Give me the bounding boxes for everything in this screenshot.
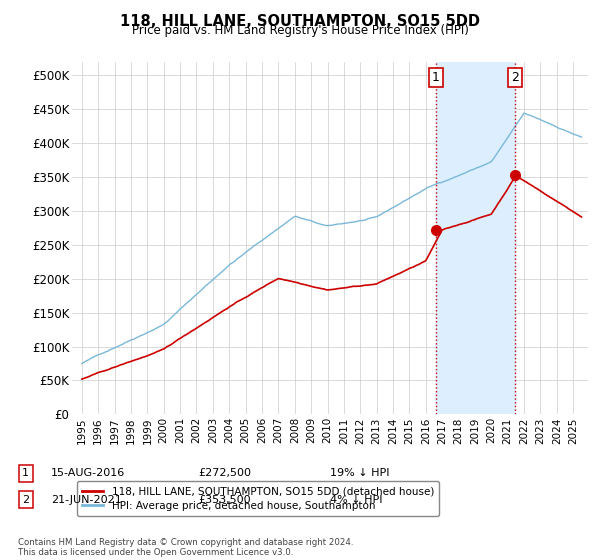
Text: 1: 1	[22, 468, 29, 478]
Text: Contains HM Land Registry data © Crown copyright and database right 2024.
This d: Contains HM Land Registry data © Crown c…	[18, 538, 353, 557]
Bar	[436, 62, 515, 414]
Text: £353,500: £353,500	[198, 494, 251, 505]
Text: £272,500: £272,500	[198, 468, 251, 478]
Text: 15-AUG-2016: 15-AUG-2016	[51, 468, 125, 478]
Text: 4% ↓ HPI: 4% ↓ HPI	[330, 494, 383, 505]
Text: 2: 2	[511, 71, 520, 83]
Text: 118, HILL LANE, SOUTHAMPTON, SO15 5DD: 118, HILL LANE, SOUTHAMPTON, SO15 5DD	[120, 14, 480, 29]
Text: 1: 1	[432, 71, 440, 83]
Text: 19% ↓ HPI: 19% ↓ HPI	[330, 468, 389, 478]
Text: 21-JUN-2021: 21-JUN-2021	[51, 494, 122, 505]
Legend: 118, HILL LANE, SOUTHAMPTON, SO15 5DD (detached house), HPI: Average price, deta: 118, HILL LANE, SOUTHAMPTON, SO15 5DD (d…	[77, 482, 439, 516]
Text: 2: 2	[22, 494, 29, 505]
Text: Price paid vs. HM Land Registry's House Price Index (HPI): Price paid vs. HM Land Registry's House …	[131, 24, 469, 37]
